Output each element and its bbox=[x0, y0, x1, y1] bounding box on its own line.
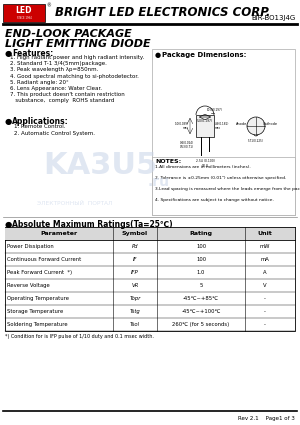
Text: ®: ® bbox=[46, 3, 51, 8]
Text: ЭЛЕКТРОННЫЙ  ПОРТАЛ: ЭЛЕКТРОННЫЙ ПОРТАЛ bbox=[37, 201, 113, 206]
Text: 0.6(0.024)
0.53(0.71): 0.6(0.024) 0.53(0.71) bbox=[180, 141, 194, 149]
Text: substance,  comply  ROHS standard: substance, comply ROHS standard bbox=[10, 99, 114, 103]
Text: ●: ● bbox=[155, 52, 161, 58]
Text: Operating Temperature: Operating Temperature bbox=[7, 296, 69, 301]
Circle shape bbox=[247, 117, 265, 135]
Bar bbox=[3, 4, 45, 22]
Text: Parameter: Parameter bbox=[40, 231, 78, 236]
Text: 1. Remote Control.: 1. Remote Control. bbox=[14, 124, 65, 129]
Text: 3.Lead spacing is measured where the leads emerge from the package.: 3.Lead spacing is measured where the lea… bbox=[155, 187, 300, 191]
Text: Features:: Features: bbox=[12, 49, 53, 58]
Text: Power Dissipation: Power Dissipation bbox=[7, 244, 54, 249]
Text: Cathode: Cathode bbox=[262, 122, 278, 126]
Text: Soldering Temperature: Soldering Temperature bbox=[7, 322, 68, 327]
Text: 2. Standard T-1 3/4(5mm)package.: 2. Standard T-1 3/4(5mm)package. bbox=[10, 61, 107, 66]
Text: NOTES:: NOTES: bbox=[155, 159, 181, 164]
Text: 2.54 (0.100)
50.8: 2.54 (0.100) 50.8 bbox=[196, 159, 214, 167]
Text: Tsol: Tsol bbox=[130, 322, 140, 327]
Text: 100: 100 bbox=[196, 257, 206, 262]
Text: 7. This product doesn't contain restriction: 7. This product doesn't contain restrict… bbox=[10, 92, 125, 97]
Text: ●: ● bbox=[5, 220, 12, 229]
Text: 1.0(0.039)
max: 1.0(0.039) max bbox=[175, 122, 189, 130]
Text: .ru: .ru bbox=[148, 175, 170, 189]
Text: 1. High radiant power and high radiant intensity.: 1. High radiant power and high radiant i… bbox=[10, 55, 144, 60]
Text: 2. Tolerance is ±0.25mm (0.01") unless otherwise specified.: 2. Tolerance is ±0.25mm (0.01") unless o… bbox=[155, 176, 286, 180]
Text: LIGHT EMITTING DIODE: LIGHT EMITTING DIODE bbox=[5, 39, 151, 49]
Text: END-LOOK PACKAGE: END-LOOK PACKAGE bbox=[5, 29, 132, 39]
Text: Rev 2.1    Page1 of 3: Rev 2.1 Page1 of 3 bbox=[238, 416, 295, 421]
Text: VR: VR bbox=[131, 283, 139, 288]
Text: Peak Forward Current  *): Peak Forward Current *) bbox=[7, 270, 72, 275]
Text: -: - bbox=[264, 322, 266, 327]
Text: Pd: Pd bbox=[132, 244, 138, 249]
Text: Unit: Unit bbox=[258, 231, 272, 236]
Text: mW: mW bbox=[260, 244, 270, 249]
Text: -45℃~+100℃: -45℃~+100℃ bbox=[181, 309, 221, 314]
Text: 2. Automatic Control System.: 2. Automatic Control System. bbox=[14, 130, 95, 136]
Text: 100: 100 bbox=[196, 244, 206, 249]
Text: 5. Radiant angle: 20°: 5. Radiant angle: 20° bbox=[10, 80, 69, 85]
Text: 10.0(0.197): 10.0(0.197) bbox=[207, 108, 223, 112]
Text: IF: IF bbox=[133, 257, 137, 262]
Text: -: - bbox=[264, 309, 266, 314]
Text: Absolute Maximum Ratings(Ta=25℃): Absolute Maximum Ratings(Ta=25℃) bbox=[12, 220, 172, 229]
Text: -: - bbox=[264, 296, 266, 301]
Text: 5.71(0.225): 5.71(0.225) bbox=[248, 139, 264, 143]
Bar bbox=[196, 115, 214, 137]
Text: LED: LED bbox=[16, 6, 32, 14]
Text: BRIGHT LED ELECTRONICS CORP.: BRIGHT LED ELECTRONICS CORP. bbox=[55, 6, 270, 19]
Text: A: A bbox=[263, 270, 267, 275]
Bar bbox=[152, 49, 295, 215]
Text: Topr: Topr bbox=[129, 296, 141, 301]
Text: 4. Good spectral matching to si-photodetector.: 4. Good spectral matching to si-photodet… bbox=[10, 74, 139, 79]
Text: SINCE 1984: SINCE 1984 bbox=[16, 16, 32, 20]
Text: *) Condition for is IFP pulse of 1/10 duty and 0.1 msec width.: *) Condition for is IFP pulse of 1/10 du… bbox=[5, 334, 154, 339]
Text: KA3U5: KA3U5 bbox=[43, 150, 157, 179]
Text: 3. Peak wavelength λp=850nm.: 3. Peak wavelength λp=850nm. bbox=[10, 68, 98, 72]
Text: 4.6(0.181)
max: 4.6(0.181) max bbox=[215, 122, 230, 130]
Text: ●: ● bbox=[5, 117, 12, 126]
Text: ●: ● bbox=[5, 49, 12, 58]
Text: mA: mA bbox=[261, 257, 269, 262]
Text: 6. Lens Appearance: Water Clear.: 6. Lens Appearance: Water Clear. bbox=[10, 86, 102, 91]
Text: 4. Specifications are subject to change without notice.: 4. Specifications are subject to change … bbox=[155, 198, 274, 202]
Text: Applications:: Applications: bbox=[12, 117, 69, 126]
Text: Rating: Rating bbox=[190, 231, 212, 236]
Text: 5: 5 bbox=[199, 283, 203, 288]
Text: Continuous Forward Current: Continuous Forward Current bbox=[7, 257, 81, 262]
Text: -45℃~+85℃: -45℃~+85℃ bbox=[183, 296, 219, 301]
Text: Symbol: Symbol bbox=[122, 231, 148, 236]
Text: BIR-BO13J4G: BIR-BO13J4G bbox=[252, 15, 296, 21]
Bar bbox=[152, 157, 295, 215]
Bar bbox=[5, 227, 295, 240]
Text: 5.0(0.197): 5.0(0.197) bbox=[197, 119, 213, 123]
Text: Reverse Voltage: Reverse Voltage bbox=[7, 283, 50, 288]
Text: IFP: IFP bbox=[131, 270, 139, 275]
Text: V: V bbox=[263, 283, 267, 288]
Text: Anode: Anode bbox=[236, 122, 247, 126]
Text: 1.All dimensions are in millimeters (inches).: 1.All dimensions are in millimeters (inc… bbox=[155, 165, 251, 169]
Text: 1.0: 1.0 bbox=[197, 270, 205, 275]
Text: Tstg: Tstg bbox=[130, 309, 140, 314]
Bar bbox=[5, 227, 295, 331]
Text: Storage Temperature: Storage Temperature bbox=[7, 309, 63, 314]
Text: 260℃ (for 5 seconds): 260℃ (for 5 seconds) bbox=[172, 322, 230, 327]
Text: Package Dimensions:: Package Dimensions: bbox=[162, 52, 246, 58]
